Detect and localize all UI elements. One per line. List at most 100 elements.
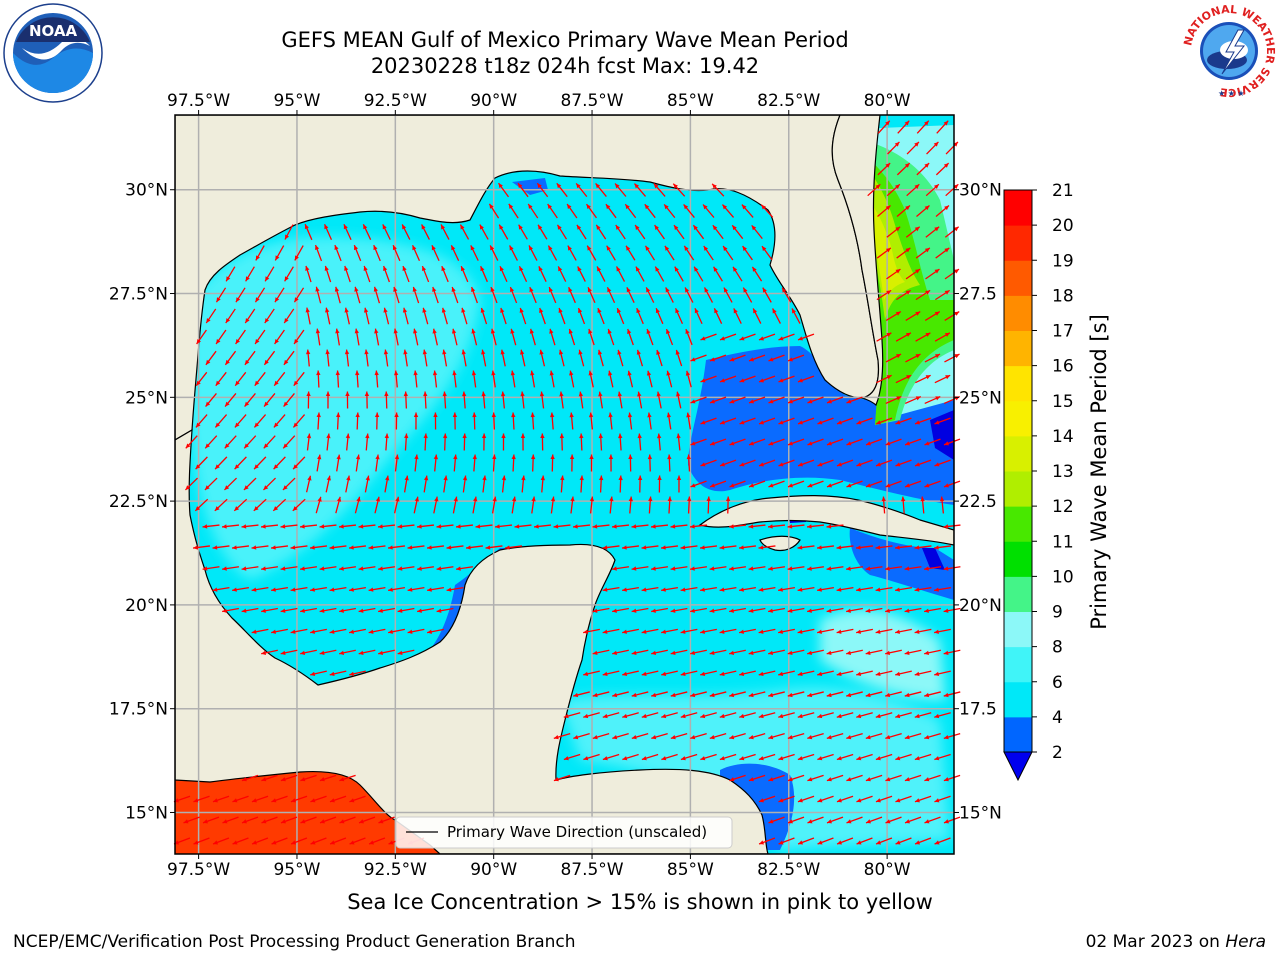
wave-arrow-head [885, 650, 891, 655]
wave-arrow-head [264, 401, 269, 407]
wave-arrow-head [817, 671, 823, 677]
wave-arrow-head [316, 412, 321, 418]
wave-arrow-head [876, 462, 881, 467]
wave-arrow-head [856, 629, 861, 634]
wave-arrow-head [787, 608, 793, 613]
wave-arrow-head [788, 483, 793, 488]
wave-arrow-head [397, 608, 403, 613]
colorbar-tick-label: 6 [1052, 673, 1063, 693]
wave-arrow-head [501, 475, 507, 481]
wave-arrow-head [749, 399, 754, 404]
wave-arrow-head [583, 756, 589, 761]
wave-arrow-head [768, 650, 774, 655]
wave-arrow-head [944, 819, 949, 824]
wave-arrow-head [432, 370, 438, 376]
wave-arrow-head [559, 391, 564, 397]
colorbar-tick-label: 17 [1052, 322, 1074, 342]
wave-arrow-head [615, 224, 621, 230]
wave-arrow-head [388, 629, 393, 634]
wave-arrow-head [589, 454, 594, 460]
wave-arrow-head [690, 692, 696, 698]
wave-arrow-head [378, 819, 384, 824]
grid-lines [175, 115, 954, 854]
wave-arrow-head [196, 380, 201, 386]
wave-arrow-head [817, 587, 822, 592]
wave-arrow-head [349, 629, 354, 634]
wave-arrow-head [885, 692, 891, 698]
wave-arrow-head [807, 650, 813, 655]
wave-arrow-head [612, 735, 618, 740]
wave-arrow-head [934, 840, 940, 845]
wave-arrow-head [336, 412, 341, 418]
wave-arrow-head [690, 399, 696, 404]
wave-arrow-head [315, 245, 320, 251]
wave-arrow-head [373, 245, 378, 251]
wave-arrow-head [655, 308, 660, 314]
wave-arrow-head [215, 380, 221, 386]
wave-arrow-head [388, 545, 393, 550]
field-under-2-c [922, 548, 945, 570]
wave-arrow-head [686, 412, 691, 418]
wave-arrow-head [500, 391, 506, 397]
wave-arrow-head [934, 756, 940, 761]
wave-arrow-head [807, 566, 812, 571]
wave-arrow-head [317, 454, 322, 460]
colorbar-segment [1004, 716, 1032, 753]
colorbar-tick-label: 12 [1052, 497, 1074, 517]
wave-arrow-head [915, 269, 920, 274]
colorbar-tick-labels: 2 4 6 8 9 10 11 12 13 14 15 16 17 18 19 20 21 [1052, 181, 1074, 763]
wave-arrow-head [934, 798, 940, 803]
wave-arrow-head [422, 307, 427, 313]
wave-arrow-head [915, 396, 921, 401]
wave-arrow-head [761, 204, 766, 210]
wave-arrow-head [612, 608, 617, 613]
wave-arrow-head [866, 441, 871, 446]
wave-arrow-head [720, 336, 725, 341]
wave-arrow-head [510, 287, 515, 293]
wave-arrow-head [261, 524, 266, 529]
wave-arrow-head [280, 524, 286, 529]
wave-arrow-head [768, 399, 774, 404]
wave-arrow-head [943, 163, 949, 168]
wave-arrow-head [914, 756, 920, 761]
wave-arrow-head [329, 798, 335, 803]
wave-arrow-head [583, 671, 589, 677]
wave-arrow-head [817, 756, 823, 761]
wave-arrow-head [481, 349, 486, 355]
wave-arrow-head [684, 245, 689, 251]
wave-arrow-head [578, 391, 584, 397]
wave-arrow-head [417, 608, 422, 613]
wave-arrow-head [895, 311, 901, 316]
colorbar-tick-label: 16 [1052, 357, 1074, 377]
wave-arrow-head [557, 224, 562, 230]
wave-arrow-head [319, 650, 325, 655]
lon-label-top: 87.5°W [560, 91, 623, 111]
wave-arrow-head [300, 650, 306, 655]
wave-arrow-head [807, 608, 812, 613]
wave-arrow-head [290, 629, 296, 634]
wave-arrow-head [934, 629, 939, 634]
wave-arrow-head [846, 650, 852, 655]
wave-arrow-head [865, 566, 871, 571]
wave-arrow-head [655, 266, 660, 272]
wave-arrow-head [690, 566, 695, 571]
wave-arrow-head [335, 370, 340, 376]
wave-arrow-head [529, 287, 534, 293]
wave-arrow-head [368, 545, 374, 550]
wave-arrow-head [751, 225, 757, 231]
wave-arrow-head [635, 266, 640, 272]
wave-arrow-head [325, 391, 331, 397]
wave-arrow-head [235, 339, 240, 344]
lat-tick-labels-right: 30°N 27.5 25°N 22.5 20°N 17.5 15°N [959, 181, 1002, 824]
wave-arrow-head [271, 587, 276, 592]
wave-arrow-head [499, 266, 504, 272]
wave-arrow-head [915, 354, 921, 359]
wave-arrow-head [232, 545, 237, 550]
wave-arrow-head [451, 245, 456, 251]
wave-arrow-head [185, 443, 191, 449]
wave-arrow-head [787, 777, 793, 782]
wave-arrow-head [339, 777, 345, 782]
wave-arrow-head [592, 650, 598, 655]
wave-arrow-head [685, 370, 691, 376]
wave-arrow-head [608, 370, 613, 376]
